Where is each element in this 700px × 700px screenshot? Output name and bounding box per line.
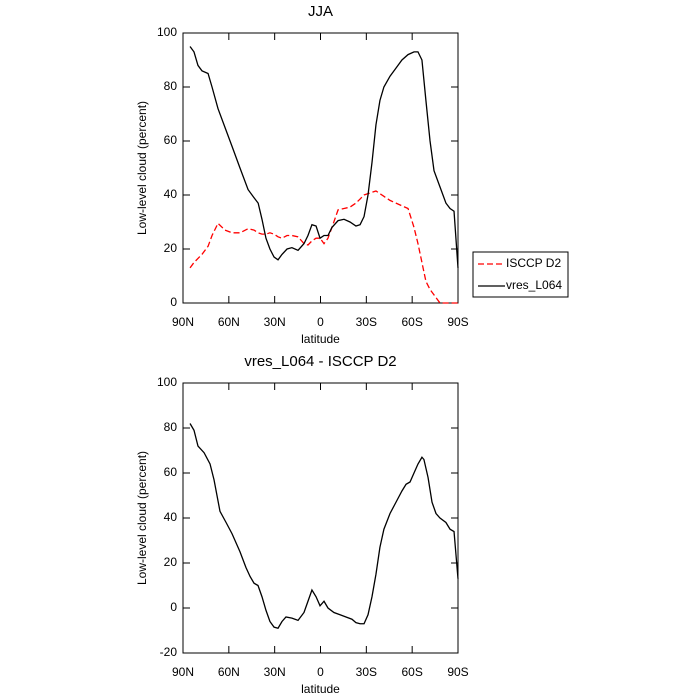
x-tick-label: 30S [356, 665, 377, 679]
plot-frame [182, 32, 459, 304]
x-tick-label: 30S [356, 315, 377, 329]
data-line [189, 46, 459, 268]
y-tick-label: 40 [164, 510, 178, 524]
x-tick-label: 90N [172, 315, 194, 329]
data-line [189, 423, 459, 630]
legend-label: ISCCP D2 [506, 256, 561, 270]
x-axis-label: latitude [301, 682, 340, 696]
legend-box [472, 251, 569, 298]
y-tick-label: 60 [164, 133, 178, 147]
x-axis-label: latitude [301, 332, 340, 346]
y-tick-label: 80 [164, 420, 178, 434]
y-axis-label: Low-level cloud (percent) [135, 451, 149, 585]
x-tick-label: 90S [447, 665, 468, 679]
x-tick-label: 90N [172, 665, 194, 679]
y-tick-label: -20 [160, 645, 178, 659]
x-tick-label: 60S [401, 665, 422, 679]
y-tick-label: 40 [164, 187, 178, 201]
data-line [189, 190, 458, 304]
y-tick-label: 20 [164, 241, 178, 255]
y-tick-label: 80 [164, 79, 178, 93]
y-tick-label: 100 [157, 25, 177, 39]
chart-title: vres_L064 - ISCCP D2 [244, 353, 396, 370]
x-tick-label: 0 [317, 315, 324, 329]
plot-frame [182, 382, 459, 654]
x-tick-label: 60N [218, 315, 240, 329]
x-tick-label: 90S [447, 315, 468, 329]
legend-label: vres_L064 [506, 278, 562, 292]
y-tick-label: 60 [164, 465, 178, 479]
x-tick-label: 30N [264, 665, 286, 679]
y-axis-label: Low-level cloud (percent) [135, 101, 149, 235]
x-tick-label: 0 [317, 665, 324, 679]
y-tick-label: 100 [157, 375, 177, 389]
y-tick-label: 20 [164, 555, 178, 569]
x-tick-label: 30N [264, 315, 286, 329]
x-tick-label: 60S [401, 315, 422, 329]
chart-title: JJA [308, 3, 333, 20]
y-tick-label: 0 [170, 600, 177, 614]
y-tick-label: 0 [170, 295, 177, 309]
x-tick-label: 60N [218, 665, 240, 679]
